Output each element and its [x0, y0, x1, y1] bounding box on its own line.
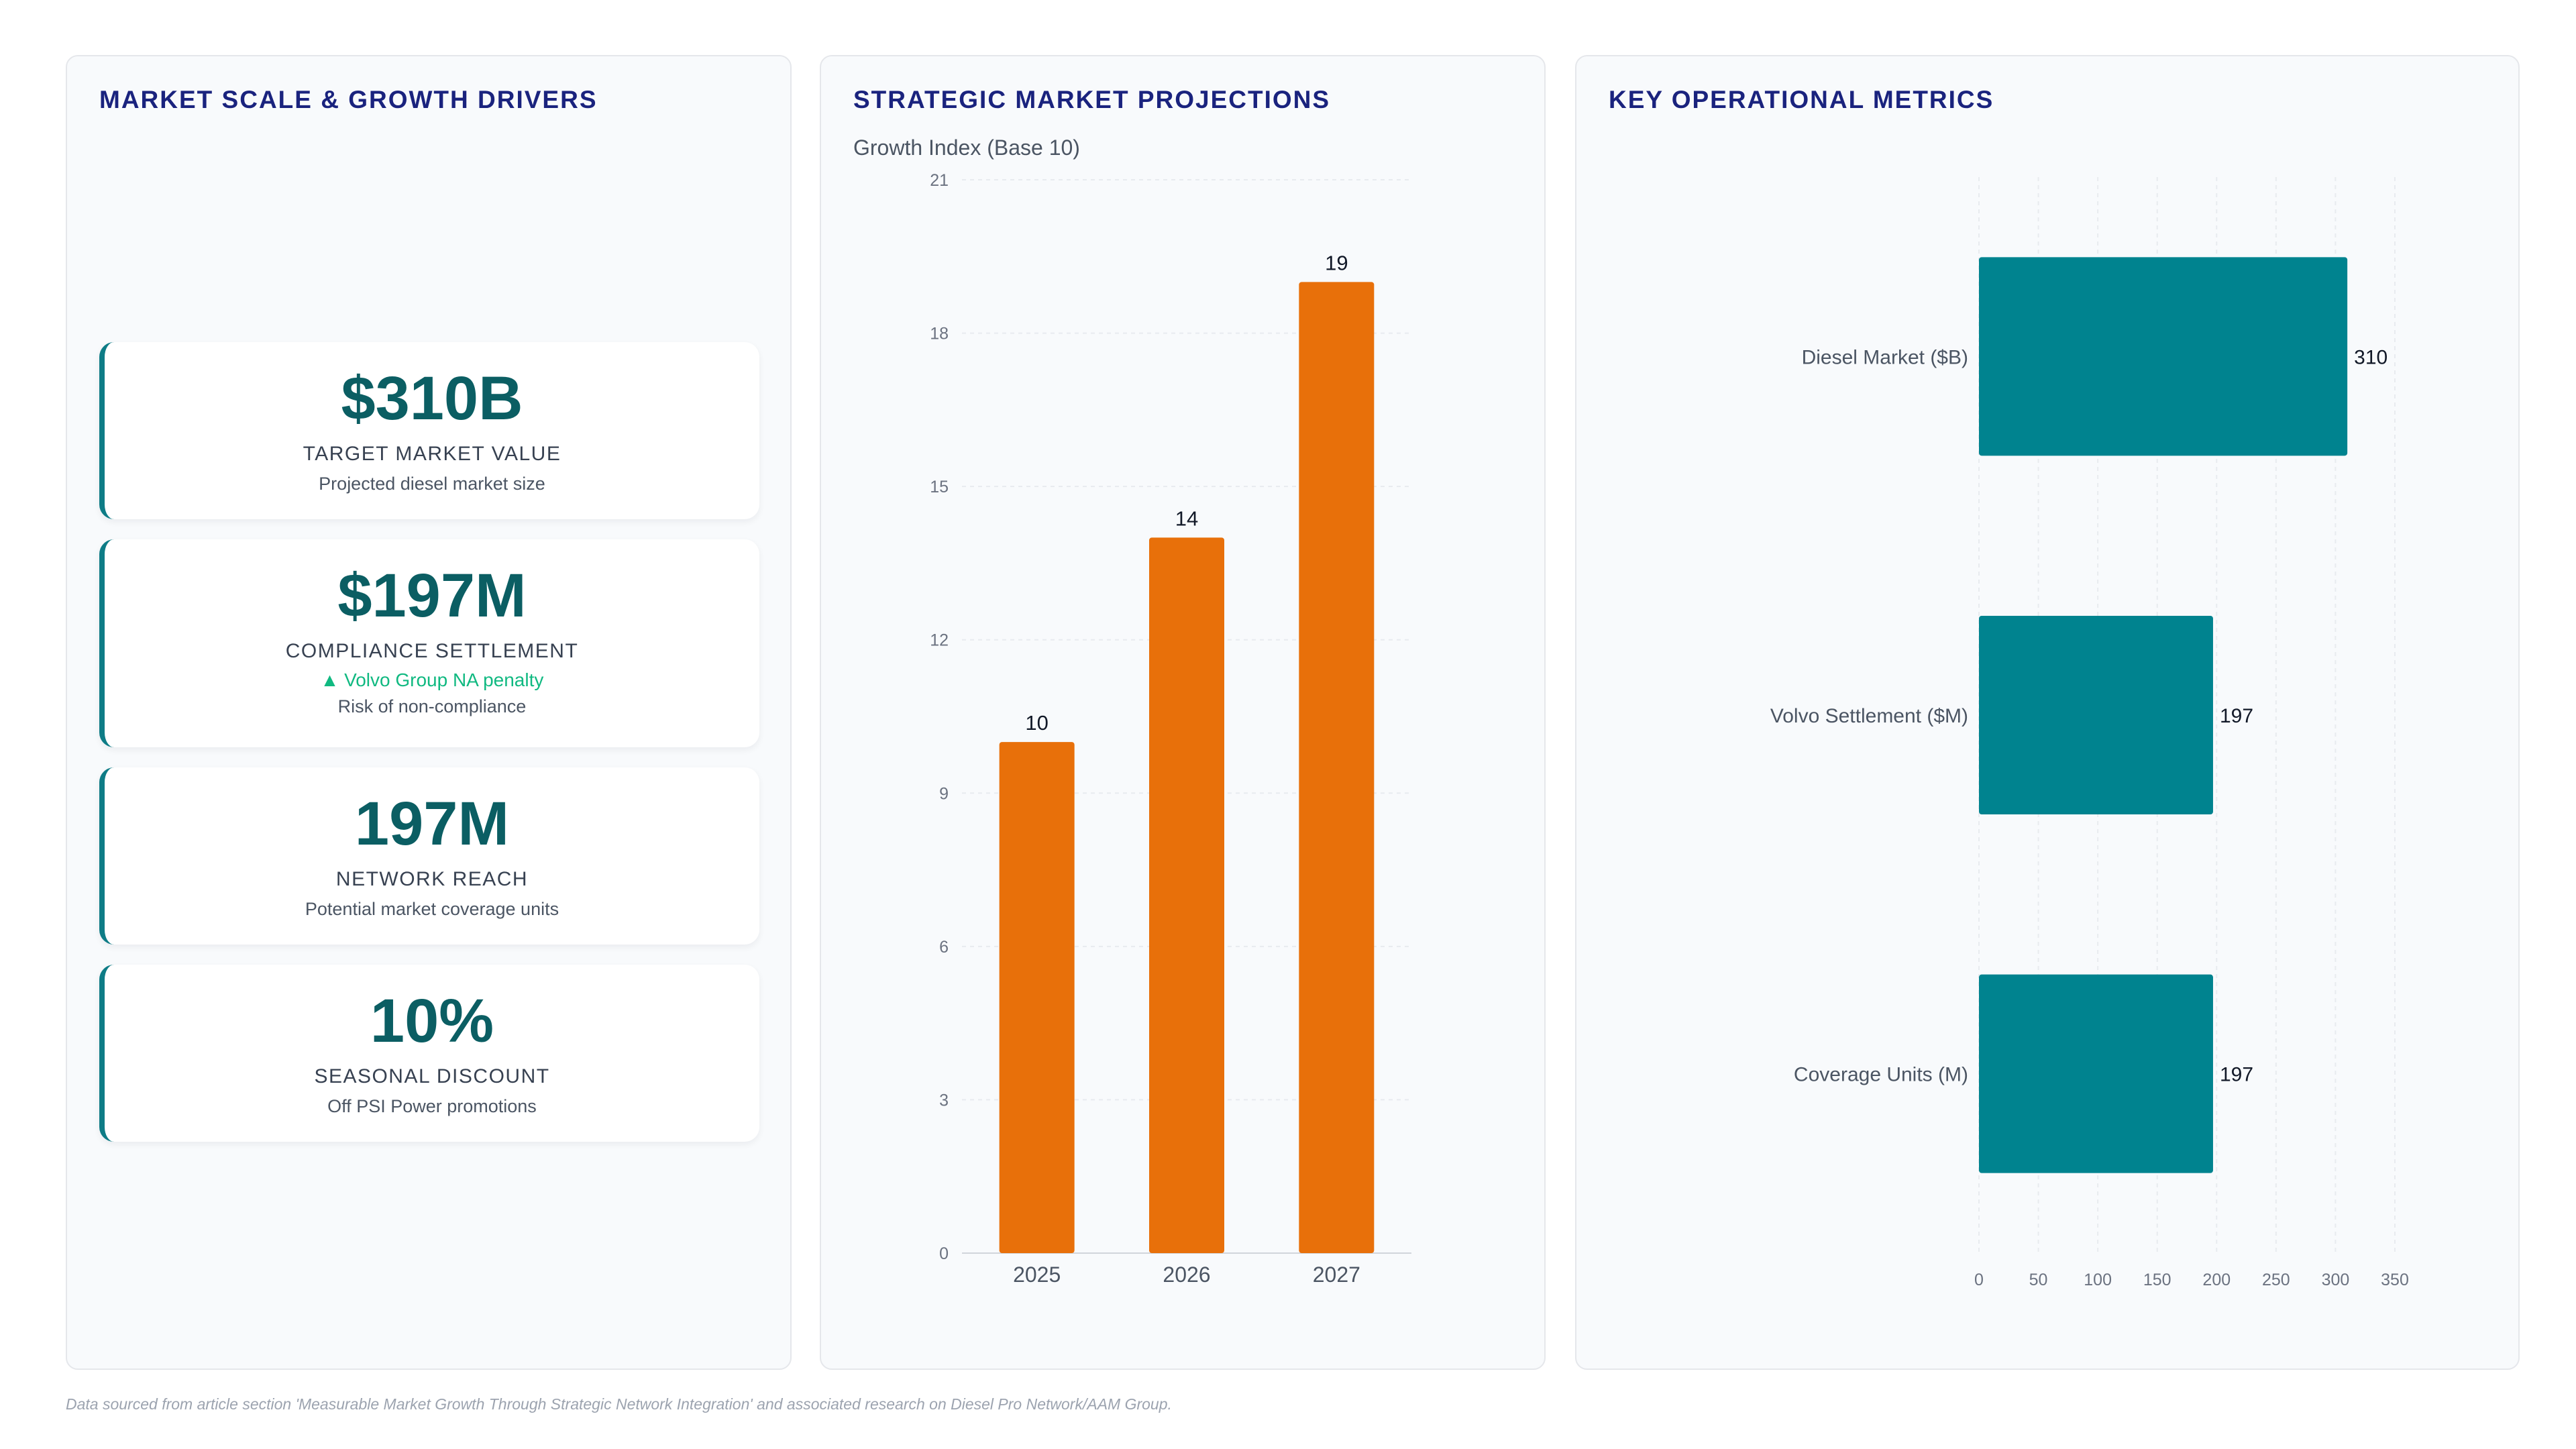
y-tick-label: 3	[939, 1091, 949, 1110]
y-tick-label: 18	[930, 325, 949, 343]
x-tick-label: 350	[2381, 1271, 2409, 1289]
x-tick-label: 50	[2029, 1271, 2048, 1289]
x-tick-label: 150	[2143, 1271, 2171, 1289]
kpi-card-seasonal-discount: 10% SEASONAL DISCOUNT Off PSI Power prom…	[99, 965, 759, 1142]
bar-value-label: 10	[1025, 711, 1048, 735]
data-source-footnote: Data sourced from article section 'Measu…	[66, 1395, 1172, 1413]
y-category-label: Coverage Units (M)	[1794, 1064, 1968, 1086]
y-tick-label: 12	[930, 631, 949, 650]
y-category-label: Volvo Settlement ($M)	[1770, 705, 1968, 727]
kpi-subtext: Risk of non-compliance	[337, 696, 527, 716]
kpi-label: SEASONAL DISCOUNT	[314, 1065, 550, 1087]
kpi-value: 197M	[354, 790, 510, 858]
kpi-label: TARGET MARKET VALUE	[303, 443, 561, 465]
projections-panel: STRATEGIC MARKET PROJECTIONS Growth Inde…	[820, 55, 1546, 1370]
bar	[1979, 616, 2213, 814]
panel-title: KEY OPERATIONAL METRICS	[1609, 86, 1994, 113]
market-scale-panel: MARKET SCALE & GROWTH DRIVERS $310B TARG…	[66, 55, 792, 1370]
kpi-value: 10%	[370, 987, 494, 1055]
bar	[999, 742, 1075, 1253]
bar	[1149, 537, 1224, 1254]
panel-title: MARKET SCALE & GROWTH DRIVERS	[99, 86, 598, 113]
y-category-label: Diesel Market ($B)	[1802, 346, 1968, 368]
bar-value-label: 197	[2220, 705, 2253, 727]
x-tick-label: 2027	[1313, 1263, 1360, 1287]
kpi-label: COMPLIANCE SETTLEMENT	[285, 640, 579, 662]
y-tick-label: 9	[939, 784, 949, 803]
x-tick-label: 300	[2322, 1271, 2350, 1289]
kpi-trend: ▲ Volvo Group NA penalty	[320, 669, 544, 690]
y-tick-label: 15	[930, 478, 949, 496]
bar	[1979, 974, 2213, 1173]
kpi-label: NETWORK REACH	[335, 868, 529, 890]
kpi-subtext: Potential market coverage units	[305, 899, 559, 919]
x-tick-label: 2025	[1013, 1263, 1061, 1287]
kpi-subtext: Off PSI Power promotions	[327, 1096, 537, 1116]
kpi-card-target-market: $310B TARGET MARKET VALUE Projected dies…	[99, 342, 759, 519]
kpi-card-network-reach: 197M NETWORK REACH Potential market cove…	[99, 767, 759, 945]
growth-index-bar-chart: 0 3 6 9 12 15 18 21 10 2025 14 2026 19 2027	[930, 171, 1411, 1287]
x-tick-label: 0	[1974, 1271, 1984, 1289]
kpi-value: $197M	[337, 561, 527, 630]
panel-title: STRATEGIC MARKET PROJECTIONS	[853, 86, 1331, 113]
bar	[1979, 257, 2348, 456]
y-tick-label: 21	[930, 171, 949, 190]
operational-metrics-panel: KEY OPERATIONAL METRICS 0 50 100 150 200 250 3…	[1575, 55, 2520, 1370]
bar-value-label: 197	[2220, 1064, 2253, 1086]
y-tick-label: 0	[939, 1244, 949, 1263]
x-tick-label: 250	[2262, 1271, 2290, 1289]
x-tick-label: 200	[2202, 1271, 2231, 1289]
bar	[1299, 282, 1375, 1253]
bar-value-label: 19	[1325, 251, 1348, 274]
kpi-value: $310B	[341, 364, 523, 433]
x-tick-label: 2026	[1163, 1263, 1210, 1287]
y-tick-label: 6	[939, 938, 949, 957]
bar-value-label: 14	[1175, 506, 1198, 530]
x-tick-label: 100	[2084, 1271, 2112, 1289]
chart-subtitle: Growth Index (Base 10)	[853, 136, 1080, 160]
kpi-subtext: Projected diesel market size	[319, 474, 545, 494]
operational-metrics-bar-chart: 0 50 100 150 200 250 300 350 310 Diesel Market ($…	[1770, 177, 2409, 1289]
bar-value-label: 310	[2354, 346, 2387, 368]
kpi-card-compliance-settlement: $197M COMPLIANCE SETTLEMENT ▲ Volvo Grou…	[99, 539, 759, 747]
